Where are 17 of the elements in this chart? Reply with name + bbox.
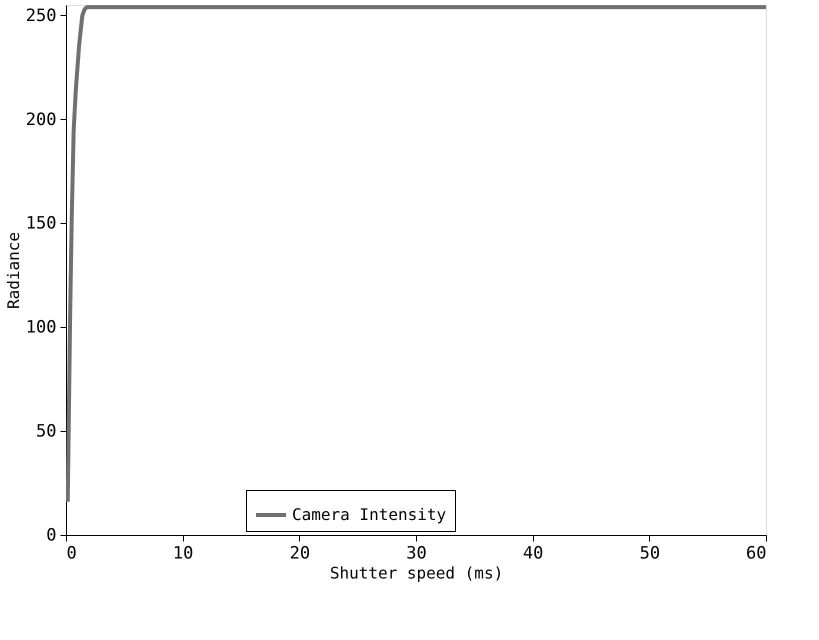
y-tick-label: 250 bbox=[26, 6, 56, 26]
legend-label: Camera Intensity bbox=[292, 505, 446, 524]
x-tick-label: 60 bbox=[746, 544, 766, 564]
x-tick-label: 50 bbox=[640, 544, 660, 564]
x-tick-label: 0 bbox=[66, 544, 77, 564]
y-tick-label: 50 bbox=[36, 422, 56, 442]
y-tick-label: 0 bbox=[46, 526, 56, 546]
x-tick-label: 30 bbox=[406, 544, 427, 564]
y-tick-label: 100 bbox=[26, 318, 56, 338]
x-tick-label: 40 bbox=[522, 544, 544, 564]
x-tick-label: 10 bbox=[172, 544, 194, 564]
y-tick-label: 200 bbox=[26, 110, 56, 130]
x-axis-title: Shutter speed (ms) bbox=[330, 564, 504, 582]
line-series bbox=[66, 5, 766, 504]
y-tick-label: 150 bbox=[26, 214, 56, 234]
x-tick-label: 20 bbox=[290, 544, 310, 564]
y-axis-title: Radiance bbox=[4, 232, 23, 310]
